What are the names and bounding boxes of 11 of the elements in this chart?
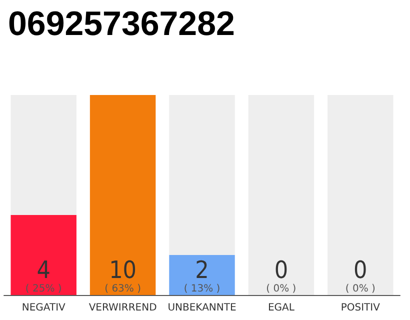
data-label: 4 ( 25% ) (25, 256, 62, 294)
x-tick-label: POSITIV (340, 302, 380, 314)
data-label: 0 ( 0% ) (266, 256, 296, 294)
x-tick-label: NEGATIV (22, 302, 66, 314)
chart-title: 069257367282 (8, 5, 235, 43)
x-tick-label: UNBEKANNTE (168, 302, 236, 314)
x-tick-label: EGAL (268, 302, 295, 314)
x-tick-label: VERWIRREND (88, 302, 158, 314)
data-label: 2 ( 13% ) (184, 256, 220, 294)
data-label: 0 ( 0% ) (345, 256, 376, 294)
data-label: 10 ( 63% ) (104, 256, 142, 294)
